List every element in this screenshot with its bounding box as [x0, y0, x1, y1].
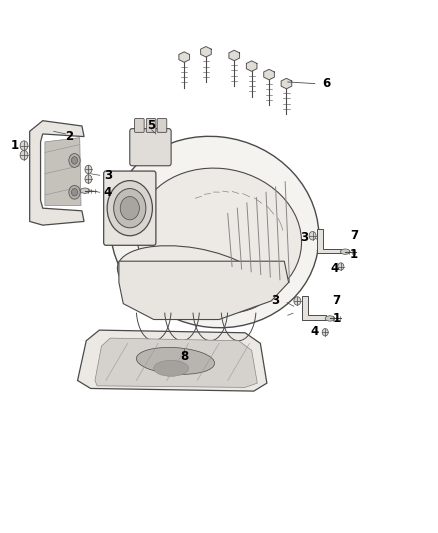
Text: 2: 2 — [65, 130, 73, 143]
Text: 8: 8 — [180, 350, 188, 363]
Ellipse shape — [154, 360, 188, 376]
Circle shape — [85, 175, 92, 183]
Polygon shape — [201, 46, 211, 57]
Circle shape — [20, 141, 28, 150]
Text: 4: 4 — [104, 186, 112, 199]
Ellipse shape — [110, 136, 319, 328]
Ellipse shape — [340, 249, 350, 254]
Ellipse shape — [325, 316, 335, 321]
Circle shape — [294, 297, 301, 305]
Polygon shape — [264, 69, 274, 80]
FancyBboxPatch shape — [134, 118, 144, 132]
Text: 3: 3 — [272, 294, 279, 308]
Ellipse shape — [137, 168, 301, 306]
Circle shape — [120, 197, 139, 220]
Text: 3: 3 — [104, 169, 112, 182]
Circle shape — [107, 181, 152, 236]
Polygon shape — [119, 261, 289, 319]
Circle shape — [322, 328, 328, 336]
Circle shape — [69, 154, 80, 167]
Polygon shape — [246, 61, 257, 71]
Text: 7: 7 — [350, 229, 358, 242]
Circle shape — [20, 150, 28, 160]
Circle shape — [71, 189, 78, 196]
Text: 3: 3 — [300, 231, 308, 244]
FancyBboxPatch shape — [130, 128, 171, 166]
Ellipse shape — [80, 188, 90, 193]
Circle shape — [71, 157, 78, 164]
Circle shape — [114, 189, 146, 228]
Ellipse shape — [117, 246, 268, 314]
Polygon shape — [281, 78, 292, 89]
Polygon shape — [229, 50, 240, 61]
Text: 1: 1 — [350, 248, 358, 261]
Text: 7: 7 — [332, 294, 341, 308]
Text: 1: 1 — [332, 312, 341, 325]
Polygon shape — [30, 120, 84, 225]
Text: 5: 5 — [148, 119, 155, 133]
Circle shape — [85, 165, 92, 174]
Circle shape — [309, 231, 316, 240]
Circle shape — [338, 263, 344, 270]
Text: 4: 4 — [330, 262, 339, 274]
Polygon shape — [179, 52, 190, 62]
FancyBboxPatch shape — [146, 118, 156, 132]
Text: 1: 1 — [11, 139, 18, 152]
Text: 4: 4 — [311, 325, 319, 338]
FancyBboxPatch shape — [104, 171, 156, 245]
Polygon shape — [302, 296, 325, 319]
Text: 6: 6 — [322, 77, 330, 90]
Polygon shape — [317, 229, 341, 253]
Polygon shape — [78, 330, 267, 391]
Polygon shape — [95, 338, 257, 387]
Circle shape — [69, 185, 80, 199]
Polygon shape — [45, 138, 81, 206]
Ellipse shape — [136, 348, 215, 374]
FancyBboxPatch shape — [157, 118, 167, 132]
